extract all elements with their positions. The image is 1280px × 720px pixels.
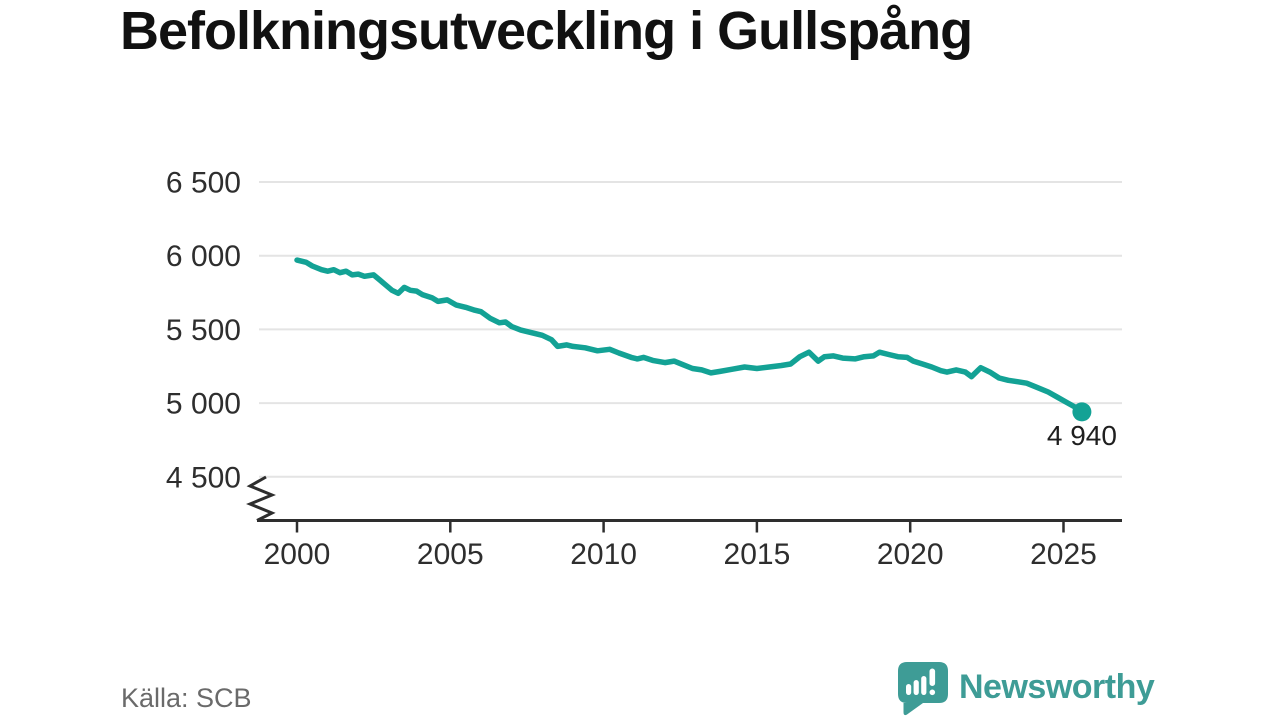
x-axis-ticks: 2000 2005 2010 2015 2020 2025 [264, 521, 1097, 571]
x-axis-tick-label: 2015 [724, 538, 791, 571]
x-axis-tick-label: 2020 [877, 538, 944, 571]
y-axis-tick-label: 5 500 [166, 314, 241, 347]
x-axis-tick-label: 2025 [1030, 538, 1097, 571]
axis-break-icon [246, 475, 276, 522]
speech-bubble-bar-chart-icon [898, 662, 948, 716]
x-axis-tick-label: 2010 [570, 538, 637, 571]
x-axis-tick-label: 2005 [417, 538, 484, 571]
newsworthy-wordmark: Newsworthy [959, 668, 1155, 706]
source-caption: Källa: SCB [121, 683, 252, 713]
page-title: Befolkningsutveckling i Gullspång [120, 1, 973, 61]
y-axis-tick-label: 4 500 [166, 461, 241, 494]
gridlines [259, 181, 1122, 478]
series-end-dot [1072, 402, 1092, 422]
newsworthy-logo: Newsworthy [897, 661, 1155, 717]
y-axis-tick-label: 6 500 [166, 167, 241, 200]
series-end-value-label: 4 940 [1047, 420, 1117, 451]
y-axis-tick-label: 5 000 [166, 388, 241, 421]
population-series-line [294, 257, 1085, 415]
x-axis-tick-label: 2000 [264, 538, 331, 571]
y-axis-labels: 6 500 6 000 5 500 5 000 4 500 [166, 167, 241, 495]
y-axis-tick-label: 6 000 [166, 240, 241, 273]
